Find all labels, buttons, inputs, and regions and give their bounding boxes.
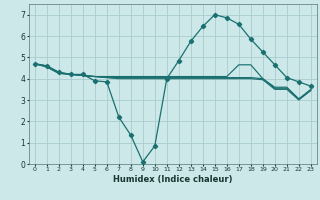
- X-axis label: Humidex (Indice chaleur): Humidex (Indice chaleur): [113, 175, 233, 184]
